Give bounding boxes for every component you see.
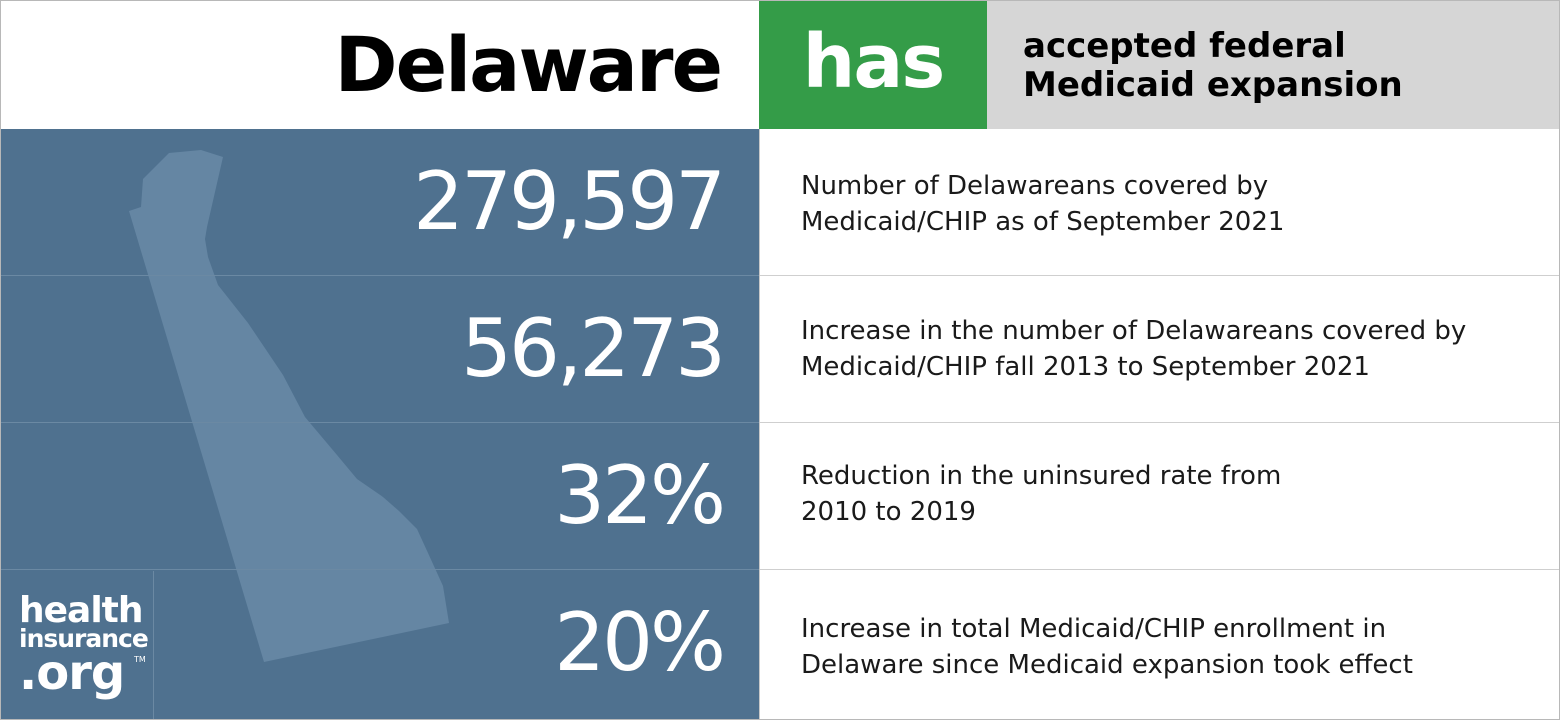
stats-description-panel: Number of Delawareans covered by Medicai… [759, 129, 1559, 719]
stat-value-covered: 279,597 [413, 155, 726, 248]
stat-description-uninsured-reduction: Reduction in the uninsured rate from 201… [801, 458, 1541, 530]
row-divider [1, 275, 759, 276]
description-line: 2010 to 2019 [801, 497, 976, 527]
expansion-status-description: accepted federal Medicaid expansion [987, 1, 1559, 129]
stat-value-uninsured-reduction: 32% [554, 449, 726, 542]
row-divider [760, 275, 1559, 276]
stat-description-covered: Number of Delawareans covered by Medicai… [801, 168, 1541, 240]
logo-trademark: TM [134, 655, 146, 664]
delaware-map-icon [129, 150, 449, 662]
status-line-2: Medicaid expansion [1023, 65, 1403, 105]
stat-description-enrollment-increase: Increase in total Medicaid/CHIP enrollme… [801, 611, 1541, 683]
description-line: Delaware since Medicaid expansion took e… [801, 650, 1413, 680]
description-line: Increase in the number of Delawareans co… [801, 316, 1467, 346]
row-divider [1, 422, 759, 423]
stat-value-enrollment-increase: 20% [554, 596, 726, 689]
description-line: Reduction in the uninsured rate from [801, 461, 1282, 491]
stats-value-panel: 279,597 56,273 32% 20% health insurance … [1, 129, 759, 719]
logo-insurance: insurance [19, 624, 149, 653]
description-line: Number of Delawareans covered by [801, 171, 1269, 201]
description-line: Increase in total Medicaid/CHIP enrollme… [801, 614, 1387, 644]
stat-description-increase: Increase in the number of Delawareans co… [801, 313, 1541, 385]
expansion-status-badge: has [759, 1, 987, 129]
description-line: Medicaid/CHIP fall 2013 to September 202… [801, 352, 1370, 382]
row-divider [760, 569, 1559, 570]
status-line-1: accepted federal [1023, 26, 1346, 66]
header-row: Delaware has accepted federal Medicaid e… [1, 1, 1559, 129]
logo-org: .org [19, 645, 125, 701]
state-name: Delaware [334, 20, 724, 109]
description-line: Medicaid/CHIP as of September 2021 [801, 207, 1285, 237]
logo-health: health [19, 590, 144, 631]
row-divider [760, 422, 1559, 423]
row-divider [1, 569, 759, 570]
healthinsurance-org-logo: health insurance .org TM [1, 571, 154, 719]
stat-value-increase: 56,273 [461, 302, 726, 395]
